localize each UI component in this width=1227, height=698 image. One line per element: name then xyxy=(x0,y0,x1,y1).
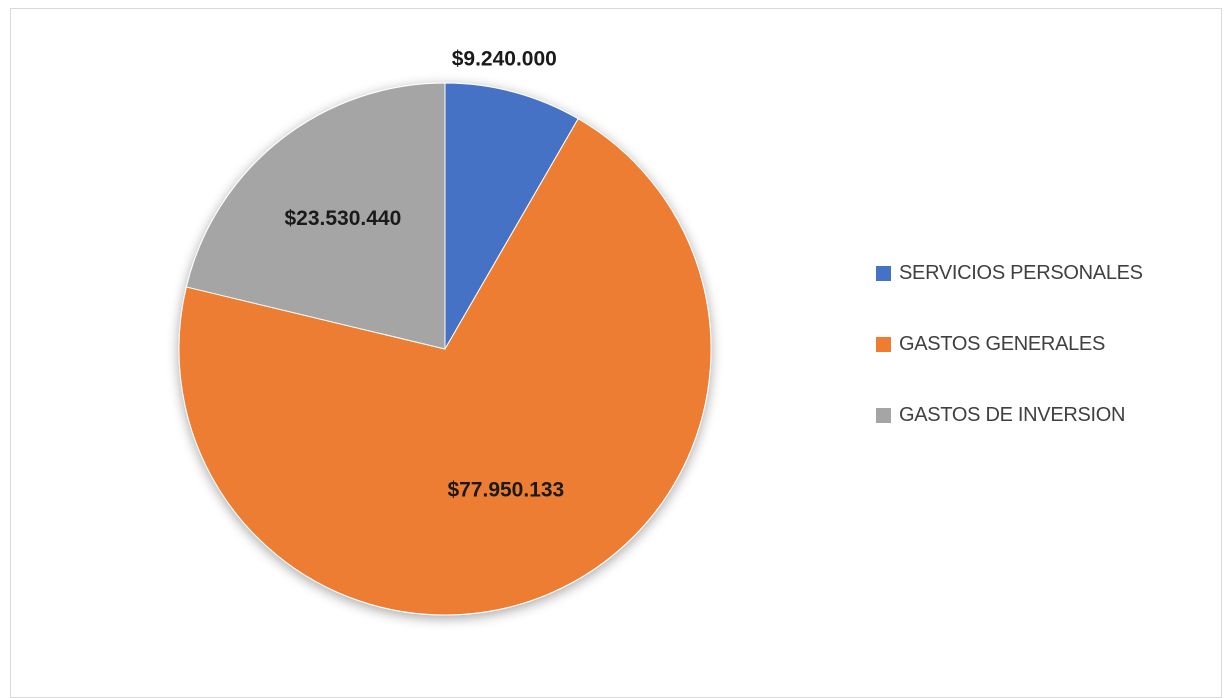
pie-slice-gastos-generales xyxy=(178,118,712,616)
data-label-gastos-generales: $77.950.133 xyxy=(447,478,564,501)
legend-item-gastos-generales: GASTOS GENERALES xyxy=(876,327,1143,361)
legend-item-servicios-personales: SERVICIOS PERSONALES xyxy=(876,256,1143,290)
pie-slice-servicios-personales xyxy=(444,82,579,351)
legend-item-gastos-de-inversion: GASTOS DE INVERSION xyxy=(876,398,1143,432)
pie-slice-gastos-de-inversion xyxy=(185,82,446,350)
chart-legend: SERVICIOS PERSONALES GASTOS GENERALES GA… xyxy=(876,256,1143,469)
legend-swatch xyxy=(876,265,891,281)
legend-swatch xyxy=(876,407,891,423)
data-label-gastos-de-inversion: $23.530.440 xyxy=(284,207,401,230)
legend-label: GASTOS DE INVERSION xyxy=(899,403,1126,426)
legend-label: SERVICIOS PERSONALES xyxy=(899,261,1143,284)
legend-swatch xyxy=(876,336,891,352)
data-label-servicios-personales: $9.240.000 xyxy=(452,47,557,70)
legend-label: GASTOS GENERALES xyxy=(899,332,1106,355)
